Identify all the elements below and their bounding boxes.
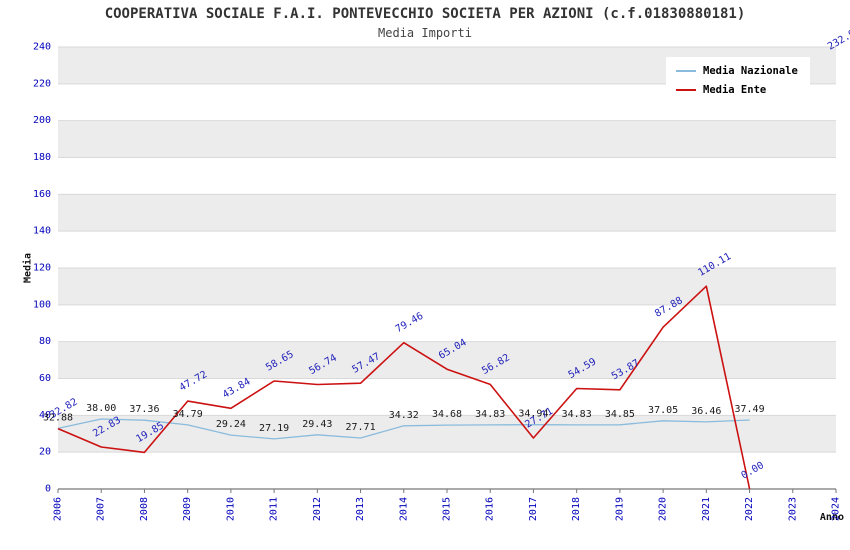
- data-label: 34.94: [518, 409, 548, 420]
- y-tick-label: 220: [33, 78, 51, 89]
- legend-label: Media Nazionale: [703, 65, 798, 77]
- legend-item-media-nazionale: Media Nazionale: [676, 65, 798, 77]
- x-tick-label: 2022: [744, 497, 755, 521]
- legend-item-media-ente: Media Ente: [676, 84, 798, 96]
- x-tick-label: 2017: [528, 497, 539, 521]
- chart-title: COOPERATIVA SOCIALE F.A.I. PONTEVECCHIO …: [104, 6, 746, 22]
- data-label: 37.49: [735, 404, 765, 415]
- y-tick-label: 60: [39, 373, 51, 384]
- data-label: 34.32: [389, 410, 419, 421]
- data-label: 34.79: [173, 409, 203, 420]
- legend: Media Nazionale Media Ente: [666, 57, 810, 104]
- x-tick-label: 2016: [485, 497, 496, 521]
- series-line-media-nazionale: [57, 418, 750, 440]
- x-tick-label: 2019: [614, 497, 625, 521]
- data-label: 38.00: [86, 403, 116, 414]
- y-tick-label: 240: [33, 42, 51, 53]
- y-tick-label: 140: [33, 226, 51, 237]
- data-label: 36.46: [691, 406, 721, 417]
- data-label: 232.94: [826, 25, 850, 53]
- data-label: 37.36: [129, 404, 159, 415]
- data-label: 79.46: [394, 311, 426, 336]
- grid-band: [58, 341, 836, 379]
- y-tick-label: 40: [39, 410, 51, 421]
- x-axis-title: Anno: [819, 512, 844, 523]
- y-tick-label: 80: [39, 336, 51, 347]
- y-tick-label: 180: [33, 152, 51, 163]
- y-tick-label: 200: [33, 115, 51, 126]
- x-tick-label: 2010: [225, 497, 236, 521]
- data-label: 32.88: [43, 412, 73, 423]
- legend-label: Media Ente: [703, 84, 767, 96]
- x-tick-label: 2015: [442, 497, 453, 521]
- y-tick-label: 0: [45, 484, 51, 495]
- x-tick-label: 2009: [182, 497, 193, 521]
- data-label: 34.83: [475, 409, 505, 420]
- data-label: 37.05: [648, 405, 678, 416]
- data-label: 34.68: [432, 409, 462, 420]
- legend-line-sample-ente: [676, 89, 696, 91]
- data-label: 27.71: [346, 422, 376, 433]
- x-tick-label: 2020: [658, 497, 669, 521]
- x-tick-label: 2013: [355, 497, 366, 521]
- x-tick-label: 2012: [312, 497, 323, 521]
- x-tick-label: 2018: [571, 497, 582, 521]
- x-tick-label: 2006: [53, 497, 64, 521]
- grid-band: [58, 268, 836, 305]
- x-tick-label: 2011: [269, 497, 280, 521]
- y-tick-label: 120: [33, 263, 51, 274]
- x-tick-label: 2023: [787, 497, 798, 521]
- x-tick-label: 2024: [831, 497, 842, 521]
- data-label: 27.19: [259, 423, 289, 434]
- legend-line-sample-nazionale: [676, 70, 696, 72]
- data-label: 29.43: [302, 419, 332, 430]
- x-tick-label: 2008: [139, 497, 150, 521]
- data-label: 29.24: [216, 419, 246, 430]
- grid-band: [58, 194, 836, 232]
- y-tick-label: 160: [33, 189, 51, 200]
- x-tick-label: 2021: [701, 497, 712, 521]
- data-label: 34.85: [605, 409, 635, 420]
- chart-subtitle: Media Importi: [378, 26, 472, 40]
- data-label: 34.83: [562, 409, 592, 420]
- grid-band: [58, 120, 836, 158]
- x-tick-label: 2014: [398, 497, 409, 521]
- x-tick-label: 2007: [96, 497, 107, 521]
- y-tick-label: 20: [39, 447, 51, 458]
- y-tick-label: 100: [33, 299, 51, 310]
